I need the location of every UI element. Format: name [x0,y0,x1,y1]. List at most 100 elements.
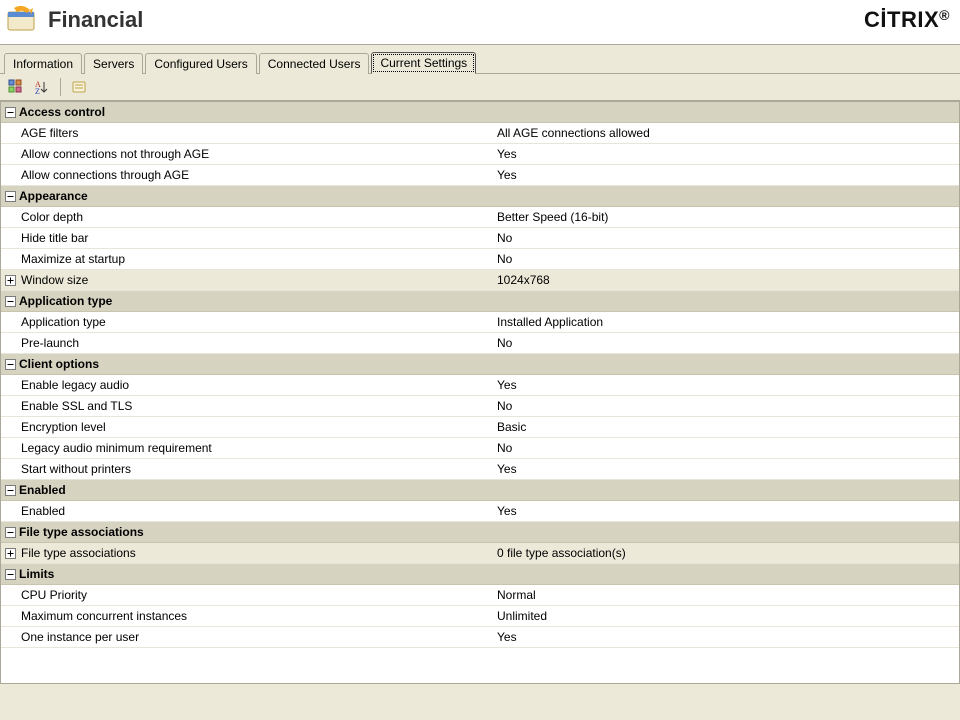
property-label: Window size [19,273,493,287]
property-row[interactable]: Legacy audio minimum requirementNo [1,438,959,459]
section-title: Enabled [19,483,66,497]
property-value: Yes [493,630,959,644]
property-label: One instance per user [19,630,493,644]
property-label: Color depth [19,210,493,224]
tab-label: Configured Users [154,57,247,71]
tab-label: Connected Users [268,57,361,71]
tab-current-settings[interactable]: Current Settings [371,52,476,74]
property-value: All AGE connections allowed [493,126,959,140]
expand-icon[interactable] [1,548,19,559]
collapse-icon[interactable] [3,189,17,203]
property-row[interactable]: Allow connections not through AGEYes [1,144,959,165]
toolbar-separator [60,78,61,96]
section-header[interactable]: Application type [1,291,959,312]
tab-connected-users[interactable]: Connected Users [259,53,370,74]
property-row[interactable]: Encryption levelBasic [1,417,959,438]
property-value: Normal [493,588,959,602]
section-title: Appearance [19,189,88,203]
app-icon [6,6,38,34]
tab-servers[interactable]: Servers [84,53,143,74]
tab-strip: Information Servers Configured Users Con… [0,45,960,74]
collapse-icon[interactable] [3,567,17,581]
property-row[interactable]: Pre-launchNo [1,333,959,354]
property-label: File type associations [19,546,493,560]
property-value: No [493,252,959,266]
property-label: Allow connections not through AGE [19,147,493,161]
property-label: AGE filters [19,126,493,140]
header: Financial CİTRIX® [0,0,960,45]
tab-information[interactable]: Information [4,53,82,74]
property-value: Better Speed (16-bit) [493,210,959,224]
brand-logo: CİTRIX® [864,7,950,33]
collapse-icon[interactable] [3,357,17,371]
property-value: Installed Application [493,315,959,329]
property-row[interactable]: Color depthBetter Speed (16-bit) [1,207,959,228]
view-alphabetical-button[interactable]: A Z [31,77,53,97]
property-label: Legacy audio minimum requirement [19,441,493,455]
property-label: Maximize at startup [19,252,493,266]
property-row[interactable]: Allow connections through AGEYes [1,165,959,186]
expand-icon[interactable] [1,275,19,286]
property-row[interactable]: Window size1024x768 [1,270,959,291]
property-row[interactable]: Hide title barNo [1,228,959,249]
section-title: Client options [19,357,99,371]
brand-text: CİTRIX [864,7,939,32]
property-value: Yes [493,462,959,476]
property-row[interactable]: One instance per userYes [1,627,959,648]
section-header[interactable]: Appearance [1,186,959,207]
property-label: Maximum concurrent instances [19,609,493,623]
property-label: Pre-launch [19,336,493,350]
brand-mark: ® [939,7,950,23]
property-value: 0 file type association(s) [493,546,959,560]
property-label: Application type [19,315,493,329]
tab-label: Information [13,57,73,71]
property-grid[interactable]: Access control AGE filtersAll AGE connect… [1,102,959,683]
property-row[interactable]: EnabledYes [1,501,959,522]
app-title: Financial [48,7,143,33]
collapse-icon[interactable] [3,105,17,119]
tab-label: Servers [93,57,134,71]
tab-configured-users[interactable]: Configured Users [145,53,256,74]
property-label: Allow connections through AGE [19,168,493,182]
section-header[interactable]: Enabled [1,480,959,501]
property-row[interactable]: CPU PriorityNormal [1,585,959,606]
property-label: Start without printers [19,462,493,476]
property-label: Enable legacy audio [19,378,493,392]
property-row[interactable]: File type associations0 file type associ… [1,543,959,564]
property-value: No [493,399,959,413]
property-row[interactable]: Start without printersYes [1,459,959,480]
property-label: Hide title bar [19,231,493,245]
section-header[interactable]: Access control [1,102,959,123]
property-value: Yes [493,168,959,182]
property-row[interactable]: Enable SSL and TLSNo [1,396,959,417]
property-value: No [493,441,959,455]
collapse-icon[interactable] [3,294,17,308]
property-label: Enable SSL and TLS [19,399,493,413]
property-row[interactable]: Maximum concurrent instancesUnlimited [1,606,959,627]
section-title: Limits [19,567,54,581]
header-left: Financial [6,6,143,34]
svg-text:Z: Z [35,87,40,95]
section-header[interactable]: Client options [1,354,959,375]
view-categorized-button[interactable] [5,77,27,97]
property-grid-wrap: Access control AGE filtersAll AGE connect… [0,101,960,684]
property-label: Enabled [19,504,493,518]
property-row[interactable]: Enable legacy audioYes [1,375,959,396]
property-row[interactable]: Application typeInstalled Application [1,312,959,333]
property-label: CPU Priority [19,588,493,602]
section-title: Application type [19,294,112,308]
collapse-icon[interactable] [3,483,17,497]
property-value: No [493,336,959,350]
toolbar: A Z [0,74,960,101]
section-title: Access control [19,105,105,119]
collapse-icon[interactable] [3,525,17,539]
properties-button[interactable] [68,77,90,97]
property-row[interactable]: Maximize at startupNo [1,249,959,270]
tab-label: Current Settings [380,56,467,70]
section-header[interactable]: File type associations [1,522,959,543]
property-row[interactable]: AGE filtersAll AGE connections allowed [1,123,959,144]
property-value: 1024x768 [493,273,959,287]
property-value: No [493,231,959,245]
property-value: Basic [493,420,959,434]
section-header[interactable]: Limits [1,564,959,585]
